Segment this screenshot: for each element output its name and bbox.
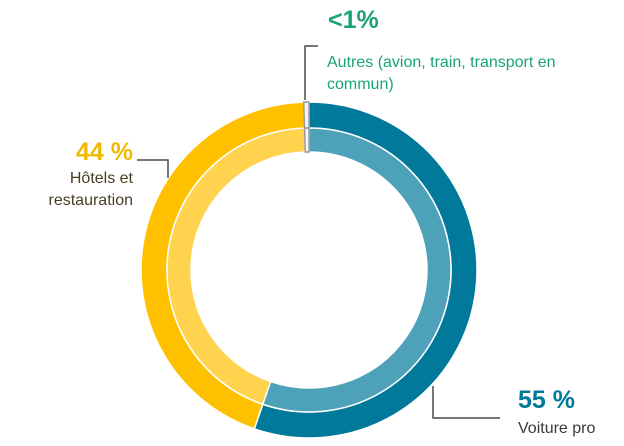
leader-line [304,45,318,100]
slice [302,101,310,129]
category-label: Hôtels et restauration [48,170,134,209]
value-label: 44 % [76,138,133,166]
slice-inner [303,127,310,153]
leader-line [432,386,500,419]
category-label: Voiture pro [518,420,596,437]
value-label: 55 % [518,386,575,414]
leader-line [137,159,169,178]
leader-lines [137,45,500,419]
value-label: <1% [328,6,379,34]
category-label: Autres (avion, train, transport en commu… [327,54,556,93]
